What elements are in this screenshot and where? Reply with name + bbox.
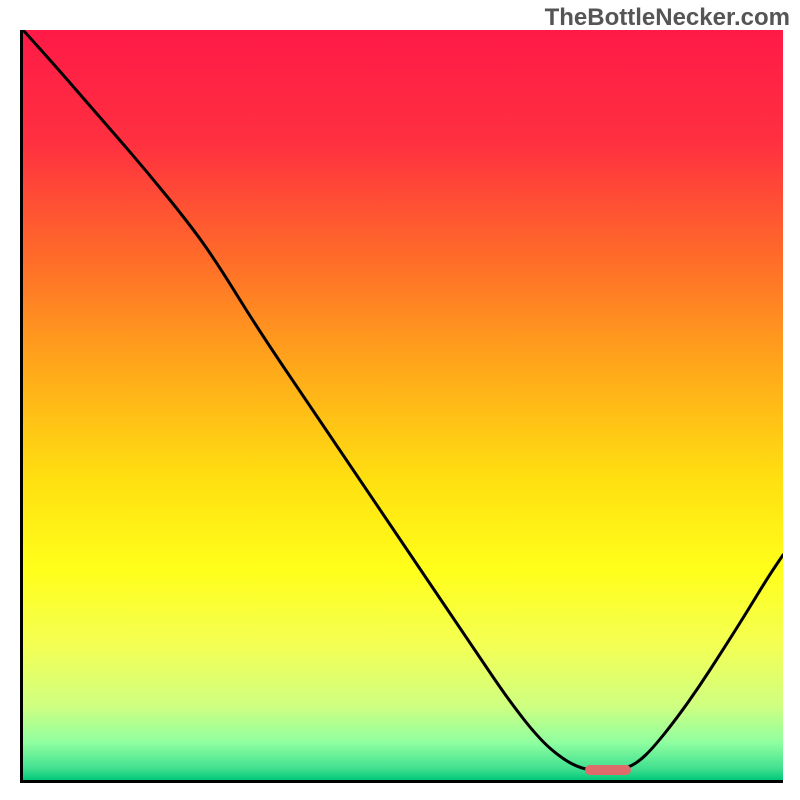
watermark-text: TheBottleNecker.com [545,4,790,32]
chart-canvas: TheBottleNecker.com [0,0,800,800]
bottleneck-curve [23,30,783,780]
minimum-marker [585,765,631,775]
plot-area [20,30,783,783]
